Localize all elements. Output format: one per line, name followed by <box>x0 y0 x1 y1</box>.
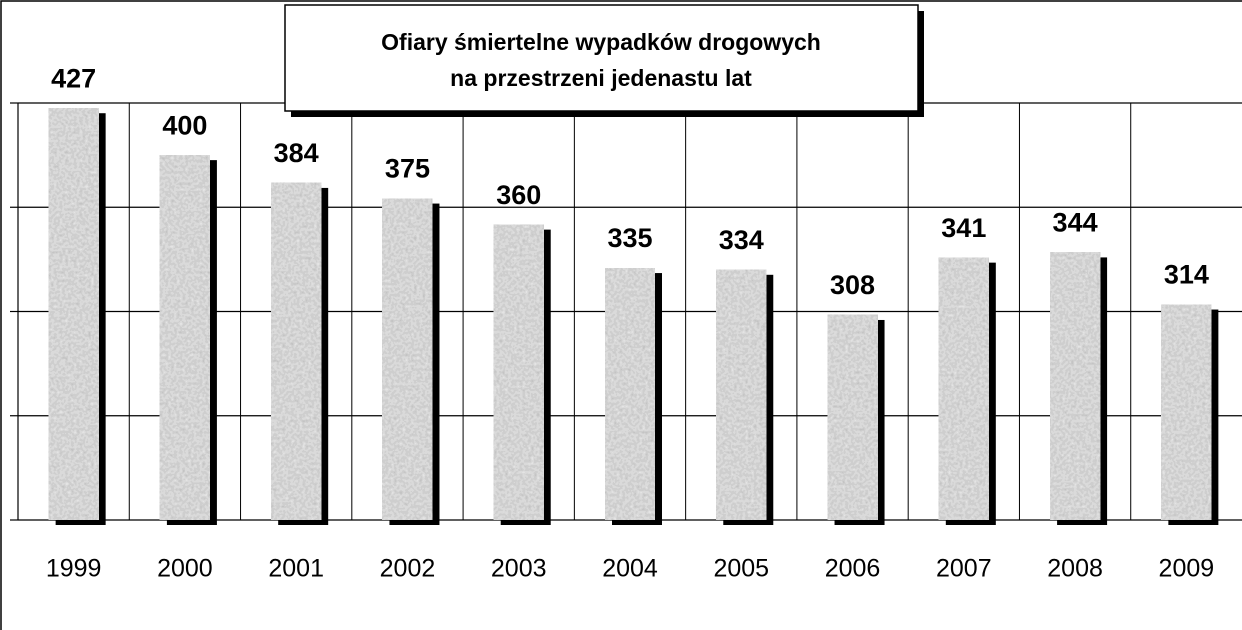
data-label: 341 <box>941 213 986 243</box>
title-frame <box>284 4 919 112</box>
bar <box>381 198 433 521</box>
data-label: 400 <box>162 110 207 140</box>
data-label: 344 <box>1053 208 1098 238</box>
data-label: 335 <box>607 223 652 253</box>
data-label: 308 <box>830 270 875 300</box>
bar <box>1160 304 1212 521</box>
data-label: 427 <box>51 63 96 93</box>
x-tick-label: 2000 <box>157 555 213 583</box>
bar <box>938 257 990 521</box>
chart-title: Ofiary śmiertelne wypadków drogowych <box>381 29 821 55</box>
bar <box>270 182 322 521</box>
bar <box>604 267 656 521</box>
bar <box>827 314 879 521</box>
bar <box>159 154 211 521</box>
x-tick-label: 2003 <box>491 555 547 583</box>
x-tick-label: 2002 <box>380 555 436 583</box>
bar <box>1049 251 1101 521</box>
data-label: 314 <box>1164 260 1209 290</box>
bar <box>715 269 767 521</box>
bar <box>493 224 545 521</box>
x-tick-label: 2006 <box>825 555 881 583</box>
bar <box>48 107 100 521</box>
data-label: 384 <box>274 138 319 168</box>
x-tick-label: 2005 <box>713 555 769 583</box>
x-tick-label: 1999 <box>46 555 102 583</box>
title-box: Ofiary śmiertelne wypadków drogowych na … <box>284 4 924 117</box>
plot: 1999 427 2000 400 2001 384 2002 375 2003 360 2004 3… <box>10 63 1242 583</box>
data-label: 334 <box>719 225 764 255</box>
x-tick-label: 2001 <box>268 555 324 583</box>
data-label: 375 <box>385 154 430 184</box>
x-tick-label: 2004 <box>602 555 658 583</box>
x-tick-label: 2009 <box>1159 555 1215 583</box>
x-tick-label: 2008 <box>1047 555 1103 583</box>
data-label: 360 <box>496 180 541 210</box>
chart-title: na przestrzeni jedenastu lat <box>450 65 752 91</box>
x-tick-label: 2007 <box>936 555 992 583</box>
